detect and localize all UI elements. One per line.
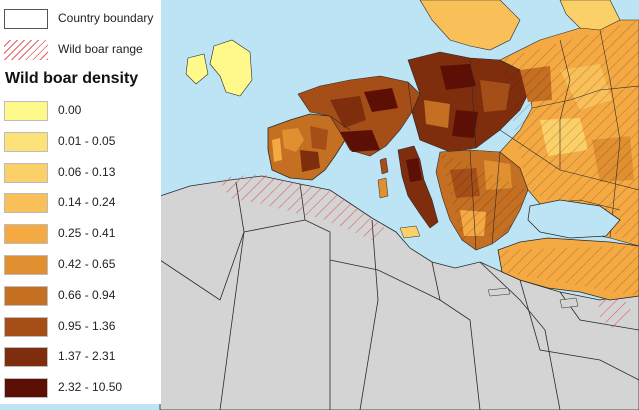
- legend-boundary-label: Country boundary: [58, 11, 154, 25]
- legend-class-row: 1.37 - 2.31: [0, 342, 161, 372]
- uk-land: [209, 39, 253, 97]
- legend-class-row: 0.42 - 0.65: [0, 250, 161, 280]
- africa-range-hatch: [218, 174, 390, 240]
- legend-class-row: 0.01 - 0.05: [0, 127, 161, 157]
- boundary-swatch: [4, 9, 48, 29]
- range-hatch-swatch: [4, 40, 48, 60]
- legend-class-row: 2.32 - 10.50: [0, 373, 161, 403]
- levant-range-hatch: [598, 292, 632, 328]
- legend-class-row: 0.00: [0, 96, 161, 126]
- legend-class-swatch: [4, 224, 48, 245]
- europe-boundaries: [329, 29, 639, 251]
- legend-class-label: 1.37 - 2.31: [58, 349, 116, 364]
- sicily: [399, 225, 421, 239]
- legend-class-row: 0.25 - 0.41: [0, 219, 161, 249]
- legend-class-swatch: [4, 347, 48, 368]
- legend-class-label: 0.95 - 1.36: [58, 318, 116, 333]
- crete: [487, 287, 511, 297]
- black-sea: [527, 199, 621, 239]
- legend-class-label: 0.14 - 0.24: [58, 195, 116, 210]
- legend-class-label: 0.66 - 0.94: [58, 287, 116, 302]
- legend-class-swatch: [4, 378, 48, 399]
- legend-range-label: Wild boar range: [58, 42, 143, 56]
- legend-class-swatch: [4, 255, 48, 275]
- legend-class-swatch: [4, 131, 48, 152]
- legend-class-row: 0.95 - 1.36: [0, 312, 161, 342]
- legend-class-row: 0.06 - 0.13: [0, 158, 161, 188]
- legend-class-label: 0.01 - 0.05: [58, 133, 116, 148]
- legend-class-label: 0.00: [58, 103, 82, 117]
- legend-class-swatch: [4, 101, 48, 121]
- ireland-land: [185, 53, 209, 85]
- legend-class-label: 2.32 - 10.50: [58, 380, 123, 395]
- legend-class-label: 0.06 - 0.13: [58, 164, 116, 179]
- legend: Country boundary Wild boar range Wild bo…: [0, 0, 161, 404]
- corsica: [379, 157, 389, 175]
- legend-class-label: 0.25 - 0.41: [58, 226, 116, 241]
- scandinavia-land: [419, 0, 521, 51]
- legend-boundary-row: Country boundary: [0, 4, 161, 34]
- legend-class-swatch: [4, 193, 48, 214]
- legend-class-swatch: [4, 162, 48, 183]
- legend-class-label: 0.42 - 0.65: [58, 257, 116, 271]
- legend-class-row: 0.14 - 0.24: [0, 188, 161, 218]
- sardinia: [377, 177, 389, 199]
- cyprus: [559, 297, 579, 309]
- legend-range-row: Wild boar range: [0, 35, 161, 65]
- legend-title: Wild boar density: [5, 70, 139, 87]
- legend-class-row: 0.66 - 0.94: [0, 281, 161, 311]
- legend-class-swatch: [4, 285, 48, 306]
- legend-class-swatch: [4, 316, 48, 337]
